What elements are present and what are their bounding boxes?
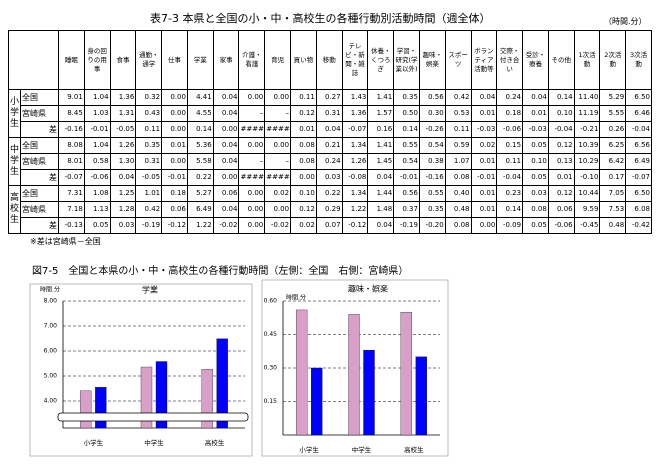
column-header: 休養・くつろぎ: [367, 30, 395, 90]
cell: 0.05: [83, 217, 111, 234]
x-tick-label: 高校生: [404, 445, 424, 454]
chart-title: 学業: [142, 285, 158, 295]
y-tick-label: 0.45: [264, 331, 278, 338]
cell: -0.42: [625, 217, 652, 234]
unit: （時間.分）: [604, 17, 647, 26]
x-tick-label: 中学生: [144, 438, 164, 447]
table-note: ※差は宮崎県－全国: [30, 237, 101, 246]
header-row: 睡眠 身の回りの用事 食事 通勤・通学 仕事 学業 家事 介護・看護 育児 買い物 移動 テレビ・新聞…: [8, 30, 652, 90]
table-row: 宮崎県 8.45 1.03 1.31 0.43 0.00 4.55 0.04– –0.12 0.3…: [9, 105, 652, 122]
column-header: 3次活動: [625, 30, 652, 90]
column-header: スポーツ: [444, 30, 472, 90]
column-header: 2次活動: [599, 30, 627, 90]
column-header: 身の回りの用事: [83, 30, 111, 90]
y-tick-label: 0.60: [264, 298, 278, 305]
bar: [363, 349, 375, 436]
data-table: 睡眠 身の回りの用事 食事 通勤・通学 仕事 学業 家事 介護・看護 育児 買い物 移動 テレビ・新聞…: [8, 30, 652, 234]
cell: -0.06: [547, 217, 575, 234]
column-header: 交際・付き合い: [496, 30, 524, 90]
table-title: 表7-3 本県と全国の小・中・高校生の各種行動別活動時間（週全体）: [150, 12, 491, 25]
column-header: 睡眠: [58, 30, 85, 90]
column-header: 学習・研究(学業以外): [393, 30, 420, 90]
column-header: ボランティア活動等: [470, 30, 498, 90]
y-tick-label: 6.00: [44, 348, 58, 355]
y-tick-label: 8.00: [44, 298, 58, 305]
x-tick-label: 高校生: [205, 438, 225, 447]
figure-caption: 図7-5 全国と本県の小・中・高校生の各種行動時間（左側：全国 右側：宮崎県）: [32, 266, 409, 277]
bar: [296, 309, 308, 436]
cell: -0.04: [625, 121, 652, 138]
y-tick-label: 5.00: [44, 373, 58, 380]
table-row: 高校生 全国 7.31 1.08 1.25 1.01 0.18 5.27 0.06 0.00 0.0…: [8, 185, 652, 234]
x-tick-label: 小学生: [84, 438, 104, 447]
table-row: 差 -0.13 0.05 0.03 -0.19 -0.12 1.22 -0.02 0.00 -0.…: [9, 217, 652, 234]
bar: [140, 366, 153, 429]
row-label: 差: [20, 169, 59, 186]
y-tick-label: 0.15: [264, 398, 278, 405]
table-row: 小学生 全国 9.01 1.04 1.36 0.32 0.00 4.41 0.04 0.00 0.0…: [8, 89, 652, 138]
column-header: 食事: [109, 30, 137, 90]
axis-break: [57, 412, 249, 422]
bar: [80, 390, 92, 429]
bar: [400, 312, 412, 436]
group-label: 高校生: [8, 185, 21, 234]
chart-title: 趣味・娯楽: [348, 284, 388, 294]
table-row: 中学生 全国 8.08 1.04 1.26 0.35 0.01 5.36 0.04 0.00 0.0…: [8, 137, 652, 186]
cell: 0.04: [367, 217, 395, 234]
y-tick-label: 4.00: [44, 398, 58, 405]
bar: [348, 314, 360, 436]
chart-frame: [29, 283, 253, 457]
column-header: その他: [547, 30, 575, 90]
y-unit: 時間.分: [40, 286, 60, 294]
bar: [95, 387, 107, 429]
cell: 6.56: [625, 137, 652, 154]
row-label: 差: [20, 217, 59, 234]
y-unit: 時間.分: [286, 294, 306, 302]
y-tick-label: 7.00: [44, 323, 58, 330]
bar: [216, 338, 228, 429]
column-header: 受診・療養: [522, 30, 549, 90]
column-header: 移動: [315, 30, 343, 90]
y-tick-label: 0.30: [264, 365, 278, 372]
column-header: 趣味・娯楽: [418, 30, 446, 90]
chart-frame: [261, 279, 449, 457]
bar: [201, 369, 213, 429]
x-tick-label: 中学生: [352, 445, 372, 454]
table-row: 差 -0.16 -0.01 -0.05 0.11 0.00 0.14 0.00 #### ####…: [9, 121, 652, 138]
bar: [415, 356, 427, 436]
cell: -0.09: [496, 217, 524, 234]
bar: [155, 361, 168, 429]
x-tick-label: 小学生: [299, 445, 319, 454]
bar: [311, 367, 323, 436]
column-header: 家事: [212, 30, 240, 90]
corner-cell: [8, 30, 59, 90]
